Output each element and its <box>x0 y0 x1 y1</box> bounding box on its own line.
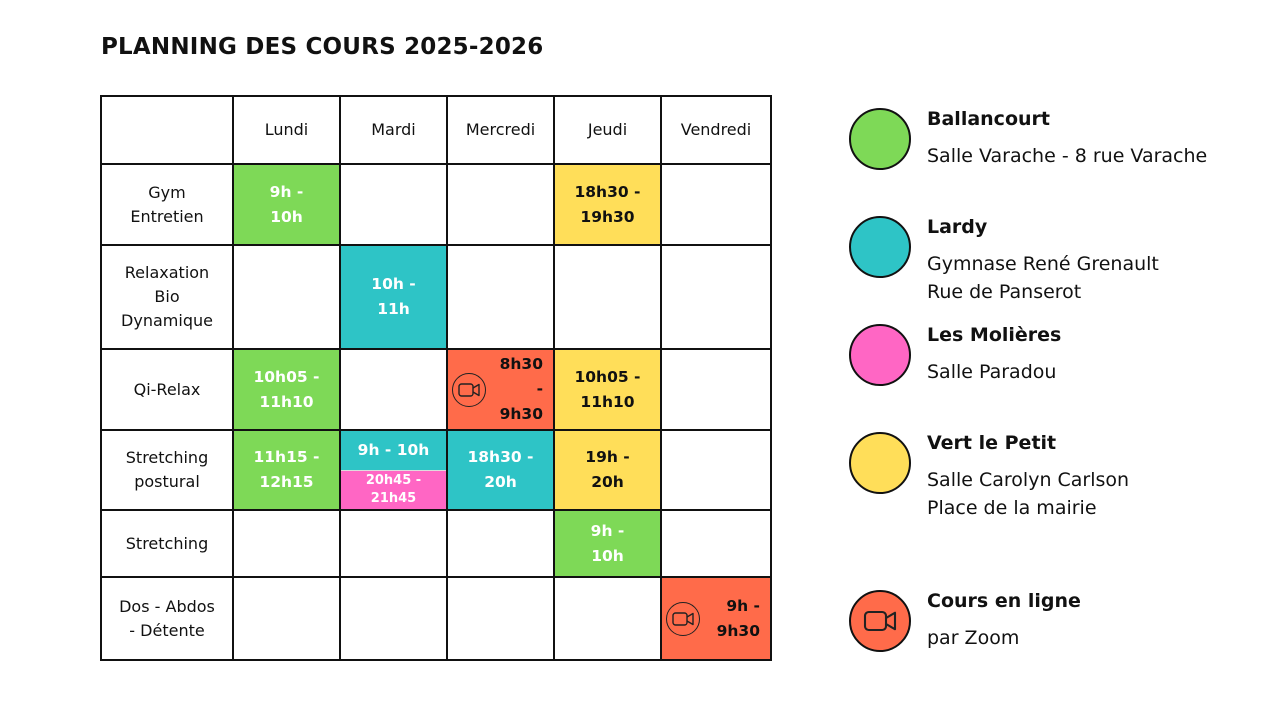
legend-name: Les Molières <box>927 324 1062 346</box>
slot-time: 10h - 11h <box>371 275 416 318</box>
legend-color-dot <box>849 216 911 278</box>
slot-time: 10h05 - 11h10 <box>253 367 320 411</box>
course-name: Qi-Relax <box>102 350 234 431</box>
empty-cell <box>448 165 555 246</box>
slot-time: 11h15 - 12h15 <box>253 448 320 491</box>
schedule-slot: 18h30 - 19h30 <box>555 165 662 246</box>
video-camera-icon <box>452 372 486 407</box>
header-corner <box>102 97 234 165</box>
schedule-slot: 9h - 9h30 <box>662 578 770 659</box>
course-name: Dos - Abdos - Détente <box>102 578 234 659</box>
course-name: Relaxation Bio Dynamique <box>102 246 234 350</box>
empty-cell <box>555 246 662 350</box>
slot-time: 18h30 - 20h <box>467 448 534 491</box>
slot-time: 10h05 - 11h10 <box>574 367 641 411</box>
legend-color-dot <box>849 324 911 386</box>
empty-cell <box>662 246 770 350</box>
empty-cell <box>448 246 555 350</box>
empty-cell <box>662 350 770 431</box>
course-name: Stretching postural <box>102 431 234 511</box>
legend-name: Cours en ligne <box>927 590 1081 612</box>
slot-time: 8h30 - 9h30 <box>499 355 543 423</box>
day-header: Jeudi <box>555 97 662 165</box>
video-camera-icon <box>863 610 897 632</box>
schedule-slot: 9h - 10h 20h45 - 21h45 <box>341 431 448 511</box>
empty-cell <box>555 578 662 659</box>
schedule-slot: 9h - 10h <box>555 511 662 578</box>
slot-time: 18h30 - 19h30 <box>574 182 641 226</box>
schedule-slot: 8h30 - 9h30 <box>448 350 555 431</box>
legend-name: Vert le Petit <box>927 432 1057 454</box>
video-camera-icon <box>666 601 700 636</box>
slot-time: 19h - 20h <box>585 448 630 491</box>
empty-cell <box>234 246 341 350</box>
legend-name: Lardy <box>927 216 988 238</box>
schedule-slot-part: 20h45 - 21h45 <box>341 469 446 509</box>
legend-address: Salle Carolyn Carlson <box>927 469 1130 491</box>
empty-cell <box>341 511 448 578</box>
schedule-slot: 19h - 20h <box>555 431 662 511</box>
day-header: Vendredi <box>662 97 770 165</box>
schedule-slot: 10h - 11h <box>341 246 448 350</box>
empty-cell <box>234 511 341 578</box>
page-title: PLANNING DES COURS 2025-2026 <box>101 34 544 60</box>
empty-cell <box>662 511 770 578</box>
legend-address: Place de la mairie <box>927 497 1097 519</box>
legend-address: Salle Paradou <box>927 361 1057 383</box>
legend-color-dot <box>849 108 911 170</box>
schedule-slot: 18h30 - 20h <box>448 431 555 511</box>
legend-address: Rue de Panserot <box>927 281 1082 303</box>
legend-color-dot <box>849 590 911 652</box>
schedule-slot: 10h05 - 11h10 <box>234 350 341 431</box>
legend-address: Salle Varache - 8 rue Varache <box>927 145 1208 167</box>
day-header: Lundi <box>234 97 341 165</box>
schedule-table: Lundi Mardi Mercredi Jeudi Vendredi Gym Entre… <box>100 95 772 661</box>
legend-color-dot <box>849 432 911 494</box>
empty-cell <box>341 350 448 431</box>
schedule-slot: 11h15 - 12h15 <box>234 431 341 511</box>
day-header: Mardi <box>341 97 448 165</box>
day-header: Mercredi <box>448 97 555 165</box>
empty-cell <box>448 511 555 578</box>
schedule-slot-part: 9h - 10h <box>341 431 446 470</box>
empty-cell <box>662 165 770 246</box>
empty-cell <box>341 578 448 659</box>
schedule-slot: 10h05 - 11h10 <box>555 350 662 431</box>
legend-name: Ballancourt <box>927 108 1050 130</box>
slot-time: 9h - 9h30 <box>716 596 760 640</box>
slot-time: 9h - 10h <box>269 182 304 226</box>
empty-cell <box>662 431 770 511</box>
course-name: Gym Entretien <box>102 165 234 246</box>
legend-address: Gymnase René Grenault <box>927 253 1159 275</box>
empty-cell <box>448 578 555 659</box>
legend-address: par Zoom <box>927 627 1020 649</box>
empty-cell <box>234 578 341 659</box>
course-name: Stretching <box>102 511 234 578</box>
schedule-slot: 9h - 10h <box>234 165 341 246</box>
slot-time: 9h - 10h <box>590 521 625 565</box>
empty-cell <box>341 165 448 246</box>
